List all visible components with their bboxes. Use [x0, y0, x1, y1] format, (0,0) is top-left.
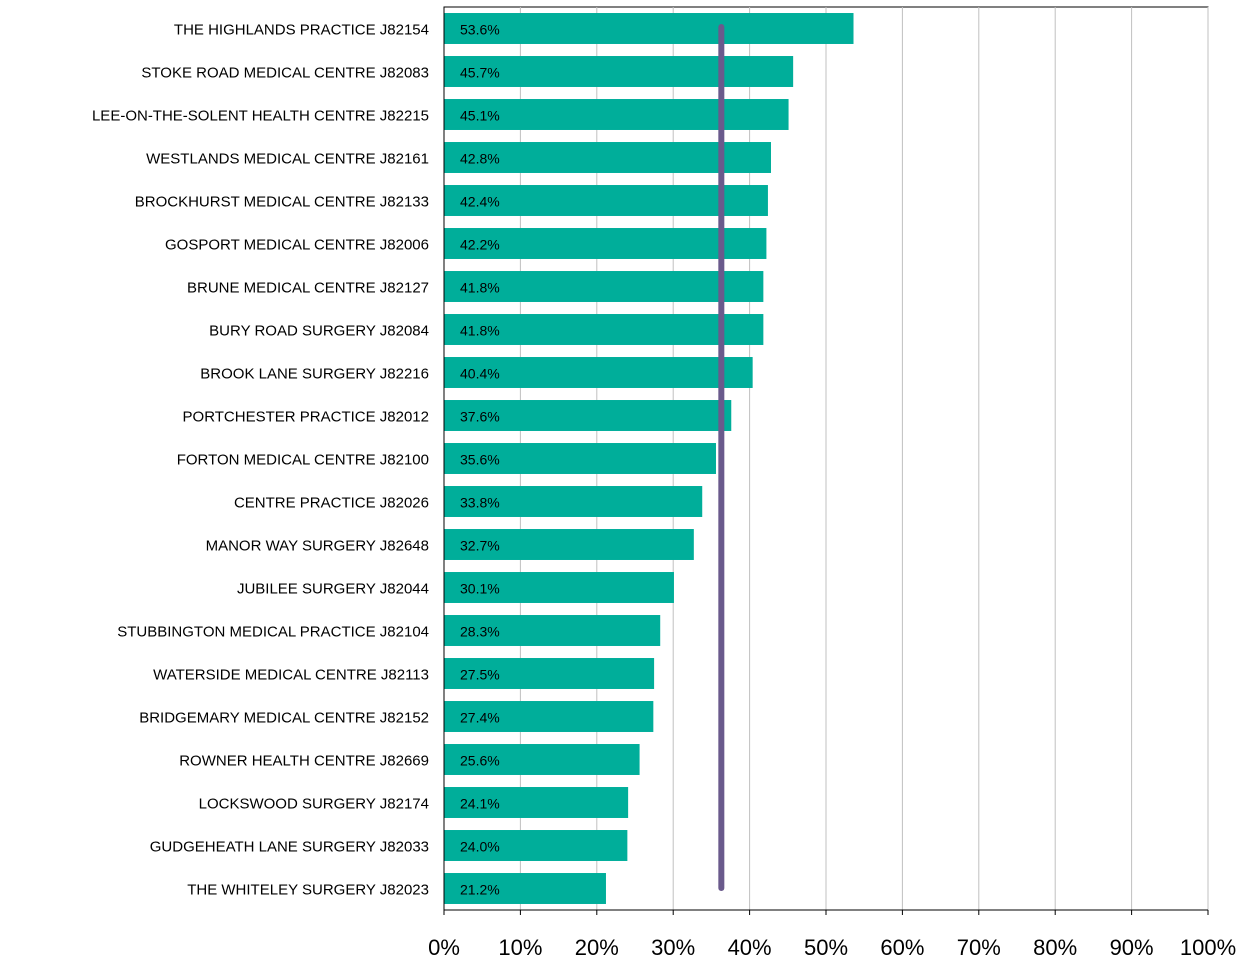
data-label-10: 35.6%	[460, 452, 500, 468]
category-label-15: WATERSIDE MEDICAL CENTRE J82113	[153, 667, 429, 684]
bar-16	[444, 701, 654, 732]
bar-6	[444, 271, 764, 302]
data-label-20: 21.2%	[460, 882, 500, 898]
category-label-11: CENTRE PRACTICE J82026	[234, 495, 429, 512]
data-label-14: 28.3%	[460, 624, 500, 640]
category-label-17: ROWNER HEALTH CENTRE J82669	[179, 753, 429, 770]
bar-11	[444, 486, 703, 517]
category-label-0: THE HIGHLANDS PRACTICE J82154	[174, 22, 429, 39]
category-label-10: FORTON MEDICAL CENTRE J82100	[177, 452, 429, 469]
x-tick-label-2: 20%	[575, 935, 619, 955]
bar-4	[444, 185, 768, 216]
bar-14	[444, 615, 661, 646]
data-label-5: 42.2%	[460, 237, 500, 253]
data-label-15: 27.5%	[460, 667, 500, 683]
category-label-6: BRUNE MEDICAL CENTRE J82127	[187, 280, 429, 297]
category-label-18: LOCKSWOOD SURGERY J82174	[199, 796, 429, 813]
category-label-3: WESTLANDS MEDICAL CENTRE J82161	[146, 151, 429, 168]
x-tick-label-7: 70%	[957, 935, 1001, 955]
bar-17	[444, 744, 640, 775]
category-label-12: MANOR WAY SURGERY J82648	[206, 538, 429, 555]
category-label-2: LEE-ON-THE-SOLENT HEALTH CENTRE J82215	[92, 108, 429, 125]
category-label-4: BROCKHURST MEDICAL CENTRE J82133	[135, 194, 429, 211]
category-label-5: GOSPORT MEDICAL CENTRE J82006	[165, 237, 429, 254]
bar-19	[444, 830, 628, 861]
bar-3	[444, 142, 771, 173]
data-label-17: 25.6%	[460, 753, 500, 769]
bar-20	[444, 873, 606, 904]
data-label-0: 53.6%	[460, 22, 500, 38]
category-label-8: BROOK LANE SURGERY J82216	[200, 366, 429, 383]
category-label-13: JUBILEE SURGERY J82044	[237, 581, 429, 598]
x-tick-label-0: 0%	[428, 935, 460, 955]
bar-13	[444, 572, 674, 603]
x-tick-label-1: 10%	[498, 935, 542, 955]
bar-0	[444, 13, 854, 44]
x-tick-label-9: 90%	[1110, 935, 1154, 955]
bar-10	[444, 443, 716, 474]
data-label-6: 41.8%	[460, 280, 500, 296]
data-label-1: 45.7%	[460, 65, 500, 81]
data-label-4: 42.4%	[460, 194, 500, 210]
bar-18	[444, 787, 629, 818]
data-label-3: 42.8%	[460, 151, 500, 167]
bar-9	[444, 400, 732, 431]
data-label-2: 45.1%	[460, 108, 500, 124]
category-label-1: STOKE ROAD MEDICAL CENTRE J82083	[141, 65, 429, 82]
bar-12	[444, 529, 694, 560]
data-label-19: 24.0%	[460, 839, 500, 855]
bar-15	[444, 658, 655, 689]
category-label-14: STUBBINGTON MEDICAL PRACTICE J82104	[117, 624, 429, 641]
data-label-13: 30.1%	[460, 581, 500, 597]
data-label-12: 32.7%	[460, 538, 500, 554]
category-label-9: PORTCHESTER PRACTICE J82012	[183, 409, 429, 426]
x-tick-label-4: 40%	[728, 935, 772, 955]
category-label-16: BRIDGEMARY MEDICAL CENTRE J82152	[139, 710, 429, 727]
bar-8	[444, 357, 753, 388]
x-tick-label-8: 80%	[1033, 935, 1077, 955]
category-label-19: GUDGEHEATH LANE SURGERY J82033	[150, 839, 429, 856]
x-tick-label-5: 50%	[804, 935, 848, 955]
category-label-7: BURY ROAD SURGERY J82084	[209, 323, 429, 340]
data-label-9: 37.6%	[460, 409, 500, 425]
data-label-8: 40.4%	[460, 366, 500, 382]
data-label-18: 24.1%	[460, 796, 500, 812]
data-label-7: 41.8%	[460, 323, 500, 339]
category-label-20: THE WHITELEY SURGERY J82023	[187, 882, 429, 899]
x-tick-label-10: 100%	[1180, 935, 1236, 955]
bar-7	[444, 314, 764, 345]
bar-2	[444, 99, 789, 130]
data-label-11: 33.8%	[460, 495, 500, 511]
bar-5	[444, 228, 767, 259]
data-label-16: 27.4%	[460, 710, 500, 726]
bar-1	[444, 56, 794, 87]
x-tick-label-6: 60%	[880, 935, 924, 955]
x-tick-label-3: 30%	[651, 935, 695, 955]
